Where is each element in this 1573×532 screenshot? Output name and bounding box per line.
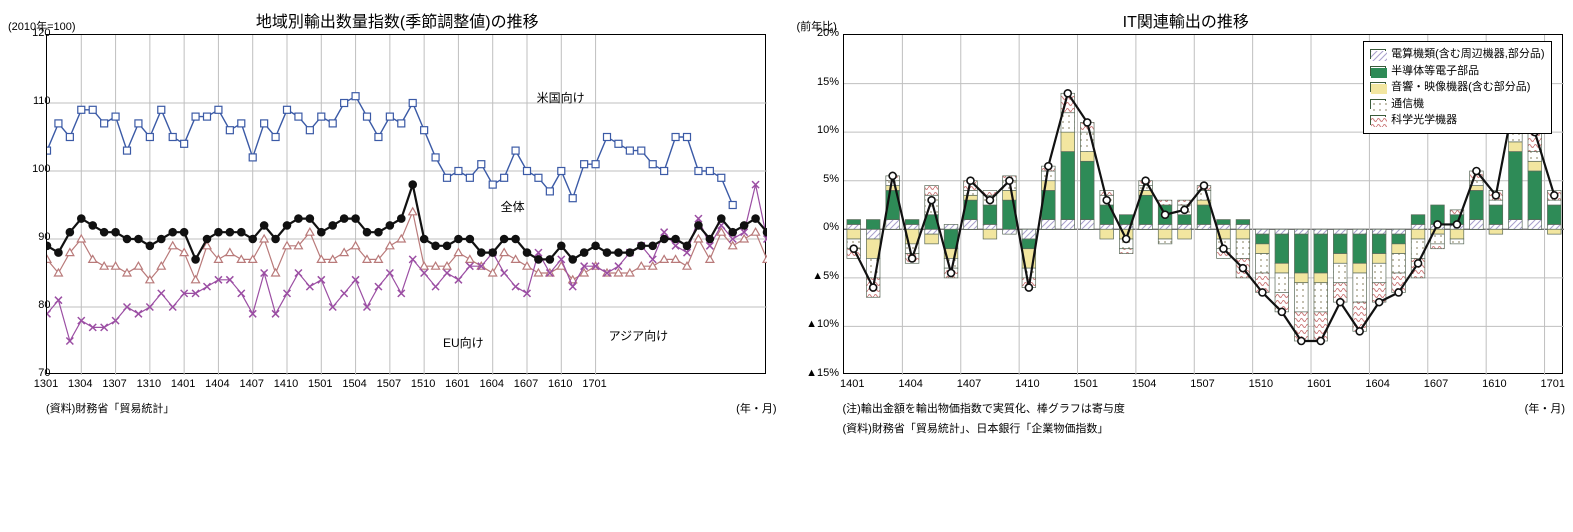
right-chart-title: IT関連輸出の推移 (867, 8, 1506, 32)
left-x-tick: 1504 (342, 378, 366, 390)
left-plot-area: 米国向け全体アジア向け EU向け (46, 34, 766, 374)
left-x-tick: 1310 (137, 378, 161, 390)
series-label-total: 全体 (501, 198, 525, 215)
right-y-tick: 15% (795, 76, 839, 88)
right-x-tick: 1501 (1073, 378, 1097, 390)
legend-swatch-semi (1370, 66, 1386, 76)
legend-item-semi: 半導体等電子部品 (1370, 63, 1544, 80)
legend-swatch-computer (1370, 49, 1386, 59)
left-x-tick: 1607 (514, 378, 538, 390)
left-chart-panel: (2010年=100) 地域別輸出数量指数(季節調整値)の推移 米国向け全体アジ… (8, 8, 777, 436)
left-x-tick: 1407 (239, 378, 263, 390)
right-x-tick: 1504 (1132, 378, 1156, 390)
legend-swatch-comm (1370, 99, 1386, 109)
series-label-asia: アジア向け (609, 327, 669, 344)
right-chart-panel: (前年比) IT関連輸出の推移 電算機類(含む周辺機器,部分品)半導体等電子部品… (797, 8, 1566, 436)
right-x-tick: 1701 (1541, 378, 1565, 390)
left-x-tick: 1401 (171, 378, 195, 390)
legend-label-semi: 半導体等電子部品 (1391, 63, 1479, 80)
left-y-tick: 110 (19, 95, 51, 107)
right-y-tick: 10% (795, 124, 839, 136)
left-x-axis-label: (年・月) (736, 400, 776, 416)
right-y-tick: 20% (795, 27, 839, 39)
right-x-tick: 1410 (1015, 378, 1039, 390)
legend-label-av: 音響・映像機器(含む部分品) (1391, 79, 1530, 96)
series-label-us: 米国向け (537, 89, 585, 106)
left-x-tick: 1601 (445, 378, 469, 390)
right-plot-area: 電算機類(含む周辺機器,部分品)半導体等電子部品音響・映像機器(含む部分品)通信… (843, 34, 1563, 374)
left-x-tick: 1301 (34, 378, 58, 390)
left-x-tick: 1404 (205, 378, 229, 390)
left-y-tick: 80 (19, 299, 51, 311)
right-legend: 電算機類(含む周辺機器,部分品)半導体等電子部品音響・映像機器(含む部分品)通信… (1363, 41, 1551, 134)
left-x-tick: 1604 (479, 378, 503, 390)
right-y-tick: ▲10% (795, 318, 839, 330)
right-x-axis-label: (年・月) (1525, 400, 1565, 436)
right-x-tick: 1604 (1365, 378, 1389, 390)
legend-item-computer: 電算機類(含む周辺機器,部分品) (1370, 46, 1544, 63)
right-y-tick: ▲15% (795, 367, 839, 379)
left-x-tick: 1501 (308, 378, 332, 390)
left-x-tick: 1510 (411, 378, 435, 390)
legend-item-comm: 通信機 (1370, 96, 1544, 113)
left-y-tick: 120 (19, 27, 51, 39)
legend-label-sci: 科学光学機器 (1391, 112, 1457, 129)
right-x-tick: 1407 (957, 378, 981, 390)
right-y-tick: 5% (795, 173, 839, 185)
left-x-tick: 1304 (68, 378, 92, 390)
right-x-tick: 1601 (1307, 378, 1331, 390)
right-source: (資料)財務省「貿易統計」、日本銀行「企業物価指数」 (843, 420, 1125, 436)
left-x-tick: 1507 (377, 378, 401, 390)
left-y-tick: 100 (19, 163, 51, 175)
left-x-tick: 1307 (102, 378, 126, 390)
left-x-tick: 1610 (548, 378, 572, 390)
legend-item-sci: 科学光学機器 (1370, 112, 1544, 129)
series-label-eu: EU向け (443, 334, 484, 351)
right-x-tick: 1607 (1424, 378, 1448, 390)
legend-item-av: 音響・映像機器(含む部分品) (1370, 79, 1544, 96)
legend-label-comm: 通信機 (1391, 96, 1424, 113)
left-x-tick: 1410 (274, 378, 298, 390)
left-source: (資料)財務省「貿易統計」 (46, 400, 174, 416)
right-x-tick: 1510 (1249, 378, 1273, 390)
right-y-tick: 0% (795, 221, 839, 233)
right-x-tick: 1404 (898, 378, 922, 390)
right-x-tick: 1610 (1482, 378, 1506, 390)
chart-row: (2010年=100) 地域別輸出数量指数(季節調整値)の推移 米国向け全体アジ… (8, 8, 1565, 436)
right-note: (注)輸出金額を輸出物価指数で実質化、棒グラフは寄与度 (843, 400, 1125, 416)
left-y-tick: 90 (19, 231, 51, 243)
right-y-tick: ▲5% (795, 270, 839, 282)
right-x-tick: 1507 (1190, 378, 1214, 390)
left-x-tick: 1701 (582, 378, 606, 390)
right-x-tick: 1401 (840, 378, 864, 390)
legend-swatch-av (1370, 82, 1386, 92)
left-chart-title: 地域別輸出数量指数(季節調整値)の推移 (78, 8, 717, 32)
legend-swatch-sci (1370, 115, 1386, 125)
legend-label-computer: 電算機類(含む周辺機器,部分品) (1391, 46, 1544, 63)
